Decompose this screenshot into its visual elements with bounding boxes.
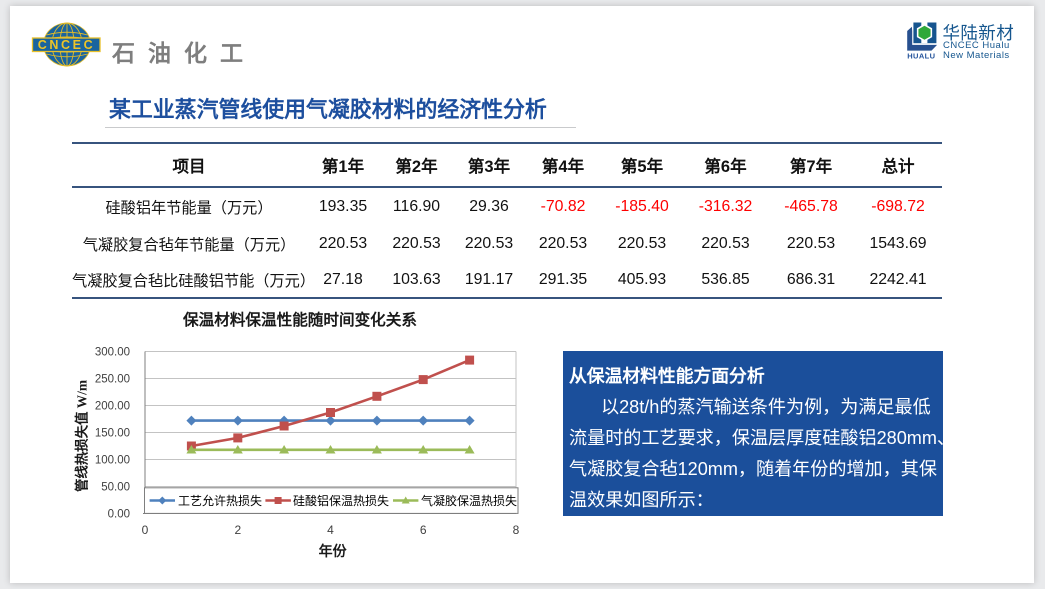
svg-text:8: 8	[513, 523, 520, 537]
svg-text:2: 2	[234, 523, 241, 537]
svg-text:年份: 年份	[319, 543, 348, 560]
svg-text:4: 4	[327, 523, 334, 537]
svg-text:6: 6	[420, 523, 427, 537]
svg-text:管线热损失值 W/m: 管线热损失值 W/m	[74, 380, 90, 492]
svg-text:保温材料保温性能随时间变化关系: 保温材料保温性能随时间变化关系	[182, 310, 417, 329]
svg-text:HUALU: HUALU	[907, 52, 935, 61]
svg-text:硅酸铝保温热损失: 硅酸铝保温热损失	[293, 493, 389, 508]
svg-text:气凝胶保温热损失: 气凝胶保温热损失	[421, 493, 517, 508]
svg-text:300.00: 300.00	[95, 347, 130, 359]
svg-text:200.00: 200.00	[95, 401, 130, 413]
svg-text:150.00: 150.00	[95, 428, 130, 440]
svg-text:CNCEC: CNCEC	[38, 38, 95, 52]
svg-text:0: 0	[142, 523, 149, 537]
svg-text:工艺允许热损失: 工艺允许热损失	[178, 493, 262, 508]
svg-text:0.00: 0.00	[108, 509, 130, 521]
svg-text:50.00: 50.00	[101, 482, 130, 494]
svg-text:250.00: 250.00	[95, 374, 130, 386]
svg-text:100.00: 100.00	[95, 455, 130, 467]
